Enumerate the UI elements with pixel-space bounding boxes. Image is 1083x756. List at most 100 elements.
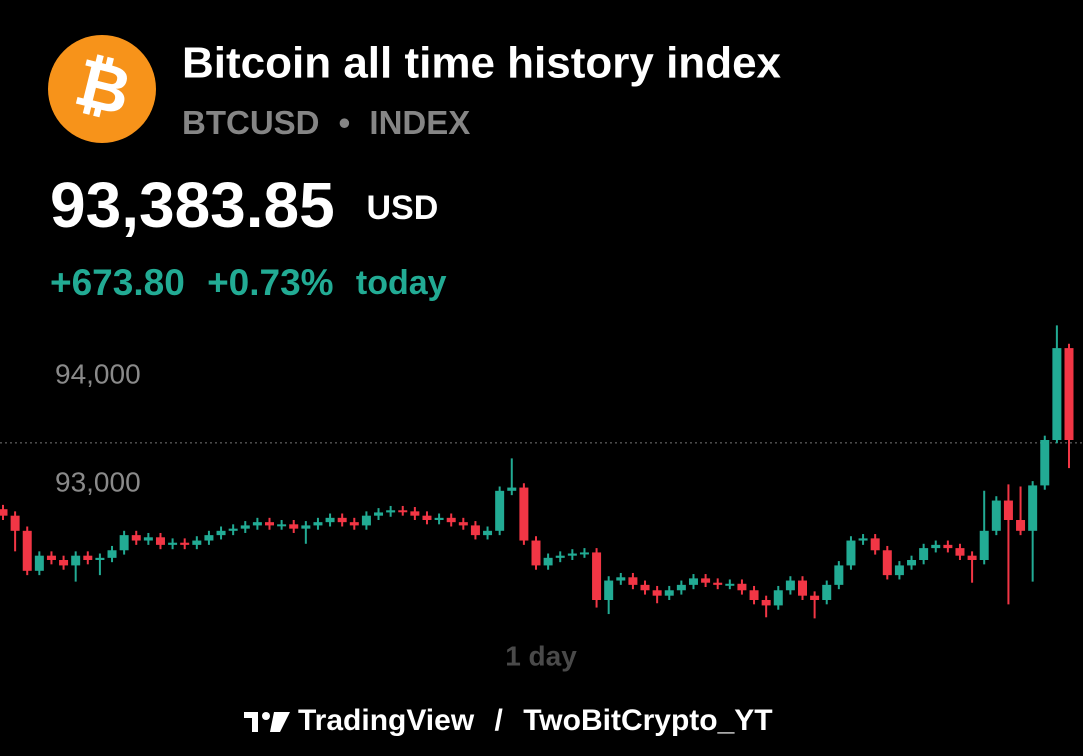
candle-body bbox=[289, 524, 299, 529]
candle-body bbox=[846, 540, 856, 566]
candle-body bbox=[907, 560, 917, 566]
candle-body bbox=[604, 580, 614, 600]
candle-body bbox=[470, 525, 480, 536]
author: TwoBitCrypto_YT bbox=[523, 704, 772, 737]
footer: TradingView / TwoBitCrypto_YT bbox=[298, 704, 773, 737]
symbol-line: BTCUSD • INDEX bbox=[182, 104, 470, 141]
price-line-text: 93,383.85 USD bbox=[50, 169, 438, 241]
candle-body bbox=[252, 522, 262, 526]
candle-body bbox=[567, 553, 577, 556]
candle-body bbox=[398, 510, 408, 513]
y-tick-label: 93,000 bbox=[55, 467, 141, 498]
candle-body bbox=[1064, 348, 1074, 440]
candle-body bbox=[192, 540, 202, 545]
candle-body bbox=[991, 500, 1001, 531]
candle-body bbox=[483, 530, 493, 536]
candle-body bbox=[943, 544, 953, 549]
candle-body bbox=[701, 578, 711, 583]
candle-body bbox=[628, 577, 638, 585]
candle-body bbox=[664, 590, 674, 596]
candle-body bbox=[168, 542, 178, 545]
candle-body bbox=[95, 557, 105, 560]
title: Bitcoin all time history index bbox=[182, 39, 782, 88]
y-tick-label: 94,000 bbox=[55, 359, 141, 390]
candle-body bbox=[579, 552, 589, 555]
candle-body bbox=[652, 590, 662, 596]
currency: USD bbox=[367, 189, 439, 227]
change-pct: +0.73% bbox=[207, 262, 334, 303]
candle-body bbox=[822, 584, 832, 600]
candle-body bbox=[507, 487, 517, 491]
candle-body bbox=[83, 555, 93, 560]
candle-body bbox=[277, 524, 287, 527]
candle-body bbox=[107, 550, 117, 558]
candle-body bbox=[155, 537, 165, 545]
candle-body bbox=[919, 548, 929, 560]
candle-body bbox=[446, 517, 456, 523]
candle-body bbox=[374, 512, 384, 516]
candle-body bbox=[228, 528, 238, 531]
candle-body bbox=[713, 582, 723, 585]
tv-logo-bar bbox=[244, 712, 258, 718]
candle-body bbox=[931, 544, 941, 549]
candle-body bbox=[325, 517, 335, 523]
candle-body bbox=[422, 515, 432, 520]
candle-body bbox=[834, 565, 844, 585]
separator: • bbox=[339, 104, 351, 141]
period: today bbox=[356, 264, 447, 302]
candle-body bbox=[798, 580, 807, 596]
tv-logo-stem bbox=[252, 712, 258, 732]
candle-body bbox=[240, 525, 250, 529]
candle-body bbox=[555, 555, 565, 558]
candle-body bbox=[882, 550, 892, 576]
candle-body bbox=[59, 560, 69, 566]
candle-body bbox=[301, 525, 311, 529]
candle-body bbox=[22, 530, 32, 571]
candle-body bbox=[458, 522, 468, 526]
candle-body bbox=[640, 584, 650, 591]
candle-body bbox=[1052, 348, 1062, 440]
candle-body bbox=[143, 537, 153, 541]
candle-body bbox=[361, 515, 371, 526]
candle-body bbox=[519, 487, 529, 541]
candle-body bbox=[592, 552, 602, 600]
candle-body bbox=[894, 565, 904, 576]
candle-body bbox=[386, 510, 396, 513]
candle-body bbox=[1003, 500, 1013, 520]
candle-body bbox=[131, 535, 141, 541]
candle-body bbox=[434, 517, 444, 520]
tv-logo-slash bbox=[270, 712, 290, 732]
candlestick-chart: 93,000 94,000 bbox=[0, 325, 1083, 619]
candle-body bbox=[543, 557, 553, 566]
candle-body bbox=[495, 490, 505, 531]
candle-body bbox=[1040, 440, 1050, 486]
tv-logo-dot bbox=[262, 712, 270, 720]
candle-body bbox=[761, 600, 771, 606]
x-label: 1 day bbox=[505, 640, 577, 671]
candle-body bbox=[46, 555, 56, 560]
candle-body bbox=[676, 584, 686, 591]
price: 93,383.85 bbox=[50, 169, 335, 241]
candle-body bbox=[313, 522, 323, 526]
candle-body bbox=[204, 535, 214, 541]
candle-body bbox=[265, 522, 274, 526]
candle-body bbox=[955, 548, 965, 556]
candle-body bbox=[0, 509, 8, 516]
brand: TradingView bbox=[298, 704, 475, 737]
candle-body bbox=[71, 555, 81, 566]
coin-icon bbox=[48, 35, 156, 143]
candle-body bbox=[180, 542, 190, 545]
candle-body bbox=[737, 583, 747, 591]
candle-body bbox=[773, 590, 783, 606]
candle-body bbox=[870, 538, 880, 551]
change: +673.80 bbox=[50, 262, 185, 303]
candle-body bbox=[119, 535, 129, 551]
exchange: INDEX bbox=[369, 104, 470, 141]
tv-logo bbox=[244, 712, 290, 732]
candle-body bbox=[785, 580, 795, 591]
candle-body bbox=[1028, 485, 1038, 531]
candle-body bbox=[337, 517, 347, 523]
candle-body bbox=[810, 595, 820, 600]
candle-body bbox=[410, 511, 420, 516]
